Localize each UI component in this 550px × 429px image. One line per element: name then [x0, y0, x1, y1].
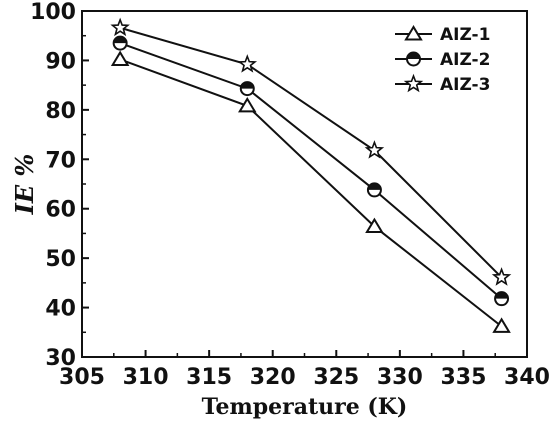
- y-tick-label: 50: [45, 247, 76, 272]
- x-axis-title: Temperature (K): [202, 394, 408, 420]
- series-layer: [110, 17, 512, 333]
- marker-fill: [367, 183, 381, 190]
- marker-fill: [240, 82, 254, 89]
- x-tick-label: 335: [440, 365, 486, 390]
- y-tick-label: 100: [30, 0, 76, 25]
- y-tick-label: 70: [45, 148, 76, 173]
- y-axis-title: IE %: [10, 154, 39, 216]
- data-point: [238, 96, 257, 113]
- series-AIZ-3: [110, 17, 512, 286]
- plot-area: 305 310 315 320 325 330 335 340 30 40 50 60 70 80 90 1…: [30, 0, 550, 390]
- legend-marker: [404, 25, 423, 41]
- legend-marker: [406, 51, 421, 67]
- series-line: [119, 58, 503, 328]
- y-axis: 30 40 50 60 70 80 90 100: [30, 0, 89, 371]
- x-tick-label: 315: [186, 365, 232, 390]
- y-tick-label: 40: [45, 297, 76, 322]
- x-tick-label: 305: [59, 365, 105, 390]
- x-tick-label: 340: [504, 365, 550, 390]
- data-point: [492, 317, 511, 333]
- series-line: [119, 42, 503, 300]
- x-tick-label: 325: [313, 365, 359, 390]
- series-AIZ-2: [112, 35, 510, 307]
- marker-fill: [113, 36, 127, 44]
- y-tick-label: 80: [45, 99, 76, 124]
- legend-label: AIZ-2: [440, 50, 490, 70]
- data-point: [364, 140, 385, 159]
- x-tick-label: 330: [377, 365, 423, 390]
- data-point: [112, 35, 128, 51]
- legend-label: AIZ-3: [440, 75, 490, 95]
- data-point: [110, 17, 130, 37]
- series-line: [119, 26, 503, 279]
- data-point: [491, 267, 512, 286]
- marker-fill: [407, 52, 420, 59]
- legend-label: AIZ-1: [440, 25, 490, 45]
- legend: AIZ-1 AIZ-2 AIZ-3: [395, 25, 490, 95]
- data-point: [365, 217, 384, 234]
- x-tick-label: 310: [123, 365, 169, 390]
- x-tick-label: 320: [250, 365, 296, 390]
- y-tick-label: 90: [45, 49, 76, 74]
- legend-marker: [403, 73, 424, 93]
- data-point: [237, 54, 258, 73]
- legend-item: AIZ-2: [395, 50, 490, 70]
- legend-item: AIZ-1: [395, 25, 490, 45]
- data-point: [110, 50, 130, 66]
- legend-item: AIZ-3: [395, 73, 490, 95]
- marker-fill: [495, 292, 509, 299]
- data-point: [239, 81, 255, 97]
- x-axis: 305 310 315 320 325 330 335 340: [59, 350, 550, 390]
- series-AIZ-1: [110, 50, 511, 333]
- data-point: [494, 291, 510, 307]
- data-point: [366, 182, 382, 198]
- y-tick-label: 60: [45, 198, 76, 223]
- y-tick-label: 30: [45, 346, 76, 371]
